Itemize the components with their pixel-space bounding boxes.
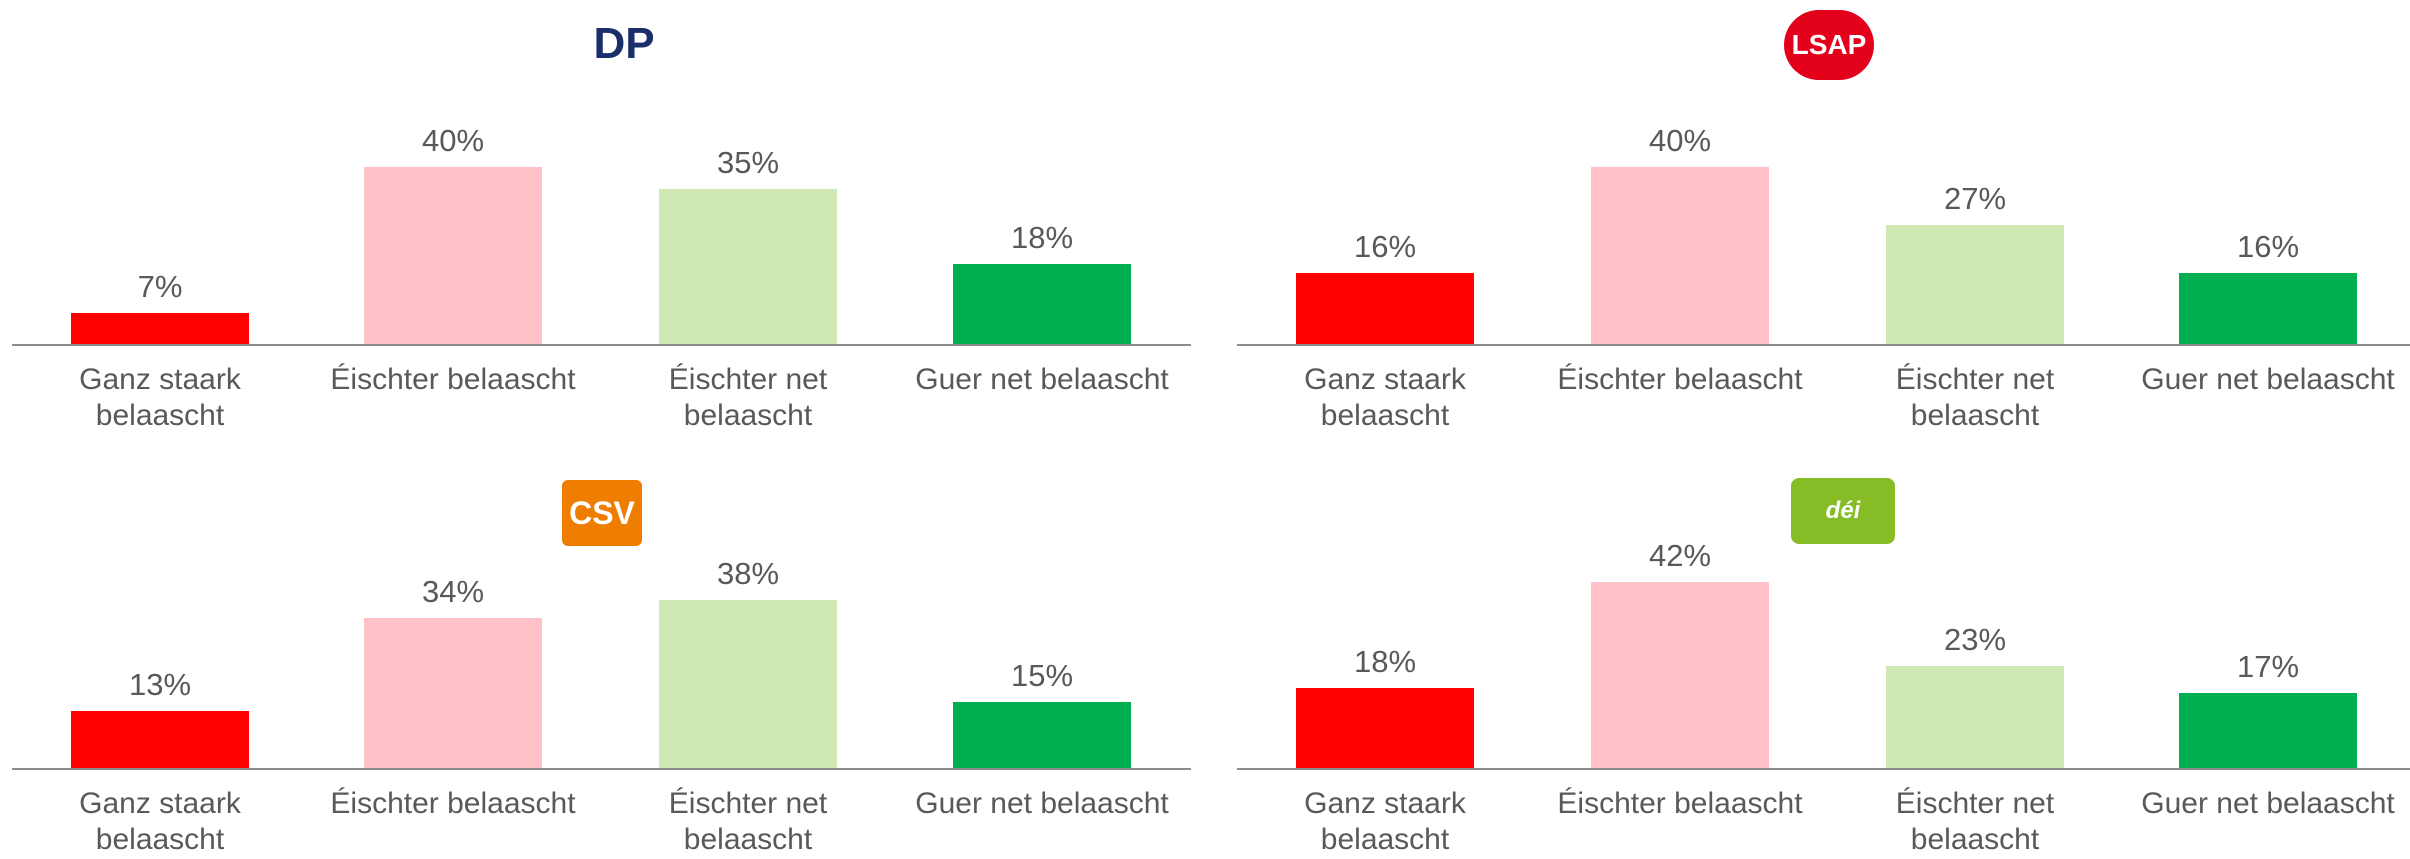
category-label: Ganz staark belaascht [1304, 787, 1466, 856]
party-logo: LSAP [1784, 10, 1874, 80]
category-label: Éischter net belaascht [668, 363, 828, 432]
category-label: Éischter belaascht [1557, 363, 1803, 396]
category-label: Éischter net belaascht [1895, 363, 2055, 432]
bar [953, 701, 1131, 768]
category-label: Ganz staark belaascht [1304, 363, 1466, 432]
bar [364, 617, 542, 768]
value-label: 34% [421, 573, 485, 609]
party-logo: DP [592, 18, 656, 70]
value-label: 18% [1353, 644, 1417, 680]
value-label: 40% [421, 123, 485, 159]
value-label: 42% [1648, 538, 1712, 574]
axis-line [12, 768, 1191, 770]
value-label: 35% [716, 145, 780, 181]
bar [659, 189, 837, 344]
bar [659, 600, 837, 768]
bar [71, 313, 249, 344]
value-label: 38% [716, 556, 780, 592]
axis-line [12, 344, 1191, 346]
bar [364, 167, 542, 344]
axis-line [1237, 344, 2410, 346]
category-label: Guer net belaascht [915, 363, 1169, 396]
value-label: 7% [137, 269, 183, 305]
category-label: Ganz staark belaascht [79, 787, 241, 856]
bar [2179, 273, 2357, 344]
value-label: 17% [2236, 648, 2300, 684]
category-label: Éischter belaascht [330, 363, 576, 396]
value-label: 13% [128, 666, 192, 702]
bar [1296, 688, 1474, 768]
party-logo: déi gréng [1791, 478, 1895, 590]
value-label: 18% [1010, 220, 1074, 256]
bar [71, 710, 249, 768]
bar [953, 264, 1131, 344]
value-label: 40% [1648, 123, 1712, 159]
category-label: Éischter net belaascht [1895, 787, 2055, 856]
category-label: Guer net belaascht [915, 787, 1169, 820]
value-label: 23% [1943, 622, 2007, 658]
bar [1591, 582, 1769, 768]
value-label: 16% [2236, 229, 2300, 265]
value-label: 27% [1943, 180, 2007, 216]
value-label: 16% [1353, 229, 1417, 265]
category-label: Éischter net belaascht [668, 787, 828, 856]
bar [1886, 666, 2064, 768]
axis-line [1237, 768, 2410, 770]
bar [1591, 167, 1769, 344]
category-label: Ganz staark belaascht [79, 363, 241, 432]
category-label: Éischter belaascht [330, 787, 576, 820]
category-label: Guer net belaascht [2141, 787, 2395, 820]
bar [1296, 273, 1474, 344]
party-logo: CSV [562, 480, 642, 546]
category-label: Éischter belaascht [1557, 787, 1803, 820]
bar [2179, 692, 2357, 768]
bar [1886, 224, 2064, 344]
value-label: 15% [1010, 657, 1074, 693]
category-label: Guer net belaascht [2141, 363, 2395, 396]
